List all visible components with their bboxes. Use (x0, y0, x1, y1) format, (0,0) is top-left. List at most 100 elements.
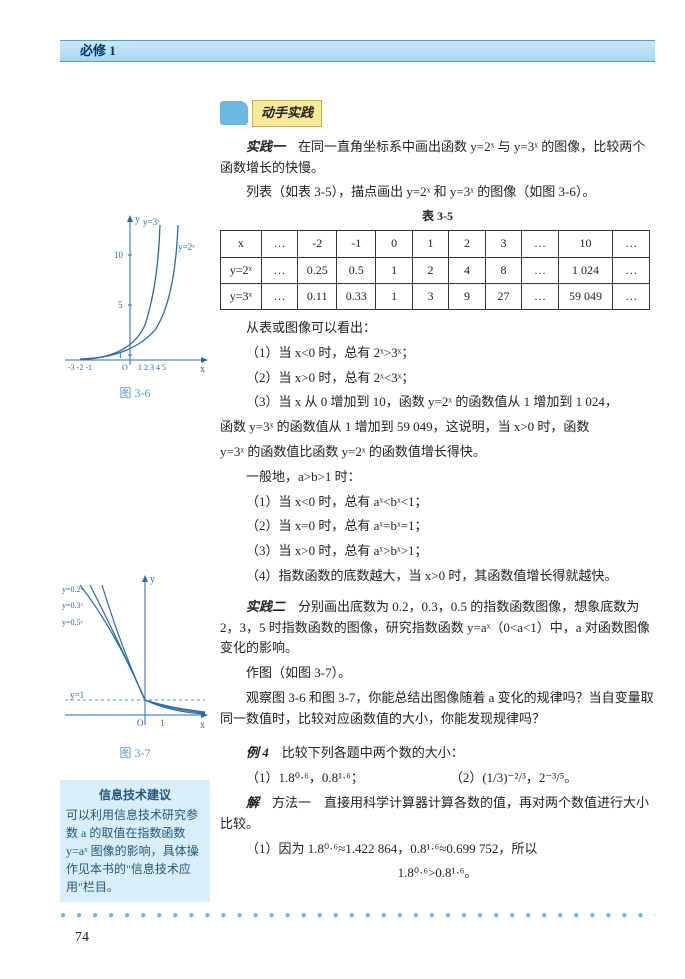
g2: （2）当 x=0 时，总有 aˣ=bˣ=1； (220, 516, 655, 537)
svg-text:1: 1 (160, 718, 165, 728)
table-row: x … -2 -1 0 1 2 3 … 10 … (221, 231, 650, 257)
svg-text:y=0.3ˣ: y=0.3ˣ (62, 601, 84, 610)
svg-text:O: O (137, 718, 144, 728)
td: … (613, 283, 650, 309)
svg-text:-3 -2 -1: -3 -2 -1 (68, 363, 92, 372)
pt2: （2）当 x>0 时，总有 2ˣ<3ˣ； (220, 368, 655, 389)
table-row: y=3ˣ … 0.11 0.33 1 3 9 27 … 59 049 … (221, 283, 650, 309)
badge-label: 动手实践 (252, 100, 322, 127)
chart1-caption: 图 3-6 (60, 384, 210, 403)
practice1-title: 实践一 (246, 139, 285, 154)
td: 1 (376, 257, 412, 283)
chart-exp-decay: y x O 1 y=1 y=0.2ˣ y=0.3ˣ y=0.5ˣ 图 3-7 (60, 570, 210, 750)
example4-label: 例 4 (246, 745, 269, 760)
general: 一般地，a>b>1 时： (220, 467, 655, 488)
svg-text:y=3ˣ: y=3ˣ (143, 217, 160, 227)
practice-badge: 动手实践 (220, 100, 655, 127)
practice1-intro: 实践一 在同一直角坐标系中画出函数 y=2ˣ 与 y=3ˣ 的图像，比较两个函数… (220, 137, 655, 179)
td: … (522, 283, 558, 309)
practice1-listline: 列表（如表 3-5），描点画出 y=2ˣ 和 y=3ˣ 的图像（如图 3-6）。 (220, 182, 655, 203)
g4: （4）指数函数的底数越大，当 x>0 时，其函数值增长得就越快。 (220, 566, 655, 587)
td: y=2ˣ (221, 257, 262, 283)
infobox-title: 信息技术建议 (66, 786, 204, 804)
pt3b: 函数 y=3ˣ 的函数值从 1 增加到 59 049，这说明，当 x>0 时，函… (220, 417, 655, 438)
td: 0.33 (337, 283, 376, 309)
r2: 1.8⁰·⁶>0.8¹·⁶。 (220, 863, 655, 884)
th: … (613, 231, 650, 257)
practice1-block: 实践一 在同一直角坐标系中画出函数 y=2ˣ 与 y=3ˣ 的图像，比较两个函数… (220, 137, 655, 203)
td: 8 (485, 257, 521, 283)
example4-prompt: 比较下列各题中两个数的大小： (282, 745, 464, 760)
td: 59 049 (558, 283, 613, 309)
td: … (261, 283, 297, 309)
chart1-svg: y x 1 5 10 y=3ˣ y=2ˣ -3 -2 -1 1 2 3 4 5 … (60, 210, 210, 380)
td: 3 (412, 283, 448, 309)
practice2-intro: 实践二 分别画出底数为 0.2，0.3，0.5 的指数函数图像，想象底数为 2，… (220, 597, 655, 659)
td: … (522, 257, 558, 283)
chapter-label: 必修 1 (80, 41, 116, 62)
th: 3 (485, 231, 521, 257)
th: … (522, 231, 558, 257)
td: 27 (485, 283, 521, 309)
td: 2 (412, 257, 448, 283)
page-content: 动手实践 实践一 在同一直角坐标系中画出函数 y=2ˣ 与 y=3ˣ 的图像，比… (60, 100, 655, 884)
practice2-title: 实践二 (246, 599, 285, 614)
svg-text:10: 10 (114, 250, 124, 260)
th: x (221, 231, 262, 257)
td: 1 (376, 283, 412, 309)
g1: （1）当 x<0 时，总有 aˣ<bˣ<1； (220, 492, 655, 513)
table-row: y=2ˣ … 0.25 0.5 1 2 4 8 … 1 024 … (221, 257, 650, 283)
q1: （1）1.8⁰·⁶，0.8¹·⁶； (220, 768, 364, 789)
chapter-header-bar: 必修 1 (60, 40, 655, 62)
td: 0.11 (298, 283, 337, 309)
svg-text:5: 5 (118, 300, 123, 310)
th: 1 (412, 231, 448, 257)
practice1-general: 一般地，a>b>1 时： （1）当 x<0 时，总有 aˣ<bˣ<1； （2）当… (220, 467, 655, 587)
practice1-observations2: 函数 y=3ˣ 的函数值从 1 增加到 59 049，这说明，当 x>0 时，函… (220, 417, 655, 463)
svg-text:y: y (150, 574, 155, 585)
pt3a: （3）当 x 从 0 增加到 10，函数 y=2ˣ 的函数值从 1 增加到 1 … (220, 392, 655, 413)
data-table: x … -2 -1 0 1 2 3 … 10 … y=2ˣ … 0.25 0.5… (220, 230, 650, 310)
sol-label: 解 (246, 795, 259, 810)
infobox-body: 可以利用信息技术研究参数 a 的取值在指数函数 y=aˣ 图像的影响，具体操作见… (66, 806, 204, 896)
pt3c: y=3ˣ 的函数值比函数 y=2ˣ 的函数值增长得快。 (220, 442, 655, 463)
svg-text:y=0.5ˣ: y=0.5ˣ (62, 618, 84, 627)
example4-block: 例 4 比较下列各题中两个数的大小： （1）1.8⁰·⁶，0.8¹·⁶； （2）… (220, 743, 655, 859)
td: 0.5 (337, 257, 376, 283)
svg-text:x: x (200, 720, 205, 731)
footer-dots: ●●●●●●●●●●●●●●●●●●●●●●●●●●●●●●●●●●●●●●●●… (60, 908, 655, 924)
example4-questions: （1）1.8⁰·⁶，0.8¹·⁶； （2）(1/3)⁻²/³，2⁻³/⁵。 (220, 768, 655, 789)
td: y=3ˣ (221, 283, 262, 309)
chart-exp-growth: y x 1 5 10 y=3ˣ y=2ˣ -3 -2 -1 1 2 3 4 5 … (60, 210, 210, 390)
g3: （3）当 x>0 时，总有 aˣ>bˣ>1； (220, 541, 655, 562)
chart2-caption: 图 3-7 (60, 744, 210, 763)
td: … (261, 257, 297, 283)
table-caption: 表 3-5 (220, 207, 655, 226)
svg-text:y: y (135, 214, 140, 225)
example4-solution: 解 方法一 直接用科学计算器计算各数的值，再对两个数值进行大小比较。 (220, 793, 655, 835)
practice1-observations: 从表或图像可以看出： （1）当 x<0 时，总有 2ˣ>3ˣ； （2）当 x>0… (220, 318, 655, 413)
svg-text:y=2ˣ: y=2ˣ (178, 242, 195, 252)
practice2-intro-text: 分别画出底数为 0.2，0.3，0.5 的指数函数图像，想象底数为 2，3，5 … (220, 599, 650, 656)
method: 方法一 直接用科学计算器计算各数的值，再对两个数值进行大小比较。 (220, 795, 649, 831)
th: -1 (337, 231, 376, 257)
svg-text:O: O (122, 363, 128, 372)
example4-head: 例 4 比较下列各题中两个数的大小： (220, 743, 655, 764)
svg-text:y=1: y=1 (70, 690, 84, 700)
observe-lead: 从表或图像可以看出： (220, 318, 655, 339)
q2: （2）(1/3)⁻²/³，2⁻³/⁵。 (424, 768, 577, 789)
hand-icon (220, 101, 248, 125)
tech-info-box: 信息技术建议 可以利用信息技术研究参数 a 的取值在指数函数 y=aˣ 图像的影… (60, 780, 210, 902)
td: 0.25 (298, 257, 337, 283)
svg-text:y=0.2ˣ: y=0.2ˣ (62, 585, 84, 594)
th: … (261, 231, 297, 257)
td: 4 (449, 257, 485, 283)
chart2-svg: y x O 1 y=1 y=0.2ˣ y=0.3ˣ y=0.5ˣ (60, 570, 210, 740)
th: 0 (376, 231, 412, 257)
practice2-obs: 观察图 3-6 和图 3-7，你能总结出图像随着 a 变化的规律吗？当自变量取同… (220, 688, 655, 730)
practice2-block: 实践二 分别画出底数为 0.2，0.3，0.5 的指数函数图像，想象底数为 2，… (220, 597, 655, 730)
th: 10 (558, 231, 613, 257)
svg-text:1 2 3 4 5: 1 2 3 4 5 (138, 363, 166, 372)
pt1: （1）当 x<0 时，总有 2ˣ>3ˣ； (220, 343, 655, 364)
page-number: 74 (75, 927, 89, 949)
